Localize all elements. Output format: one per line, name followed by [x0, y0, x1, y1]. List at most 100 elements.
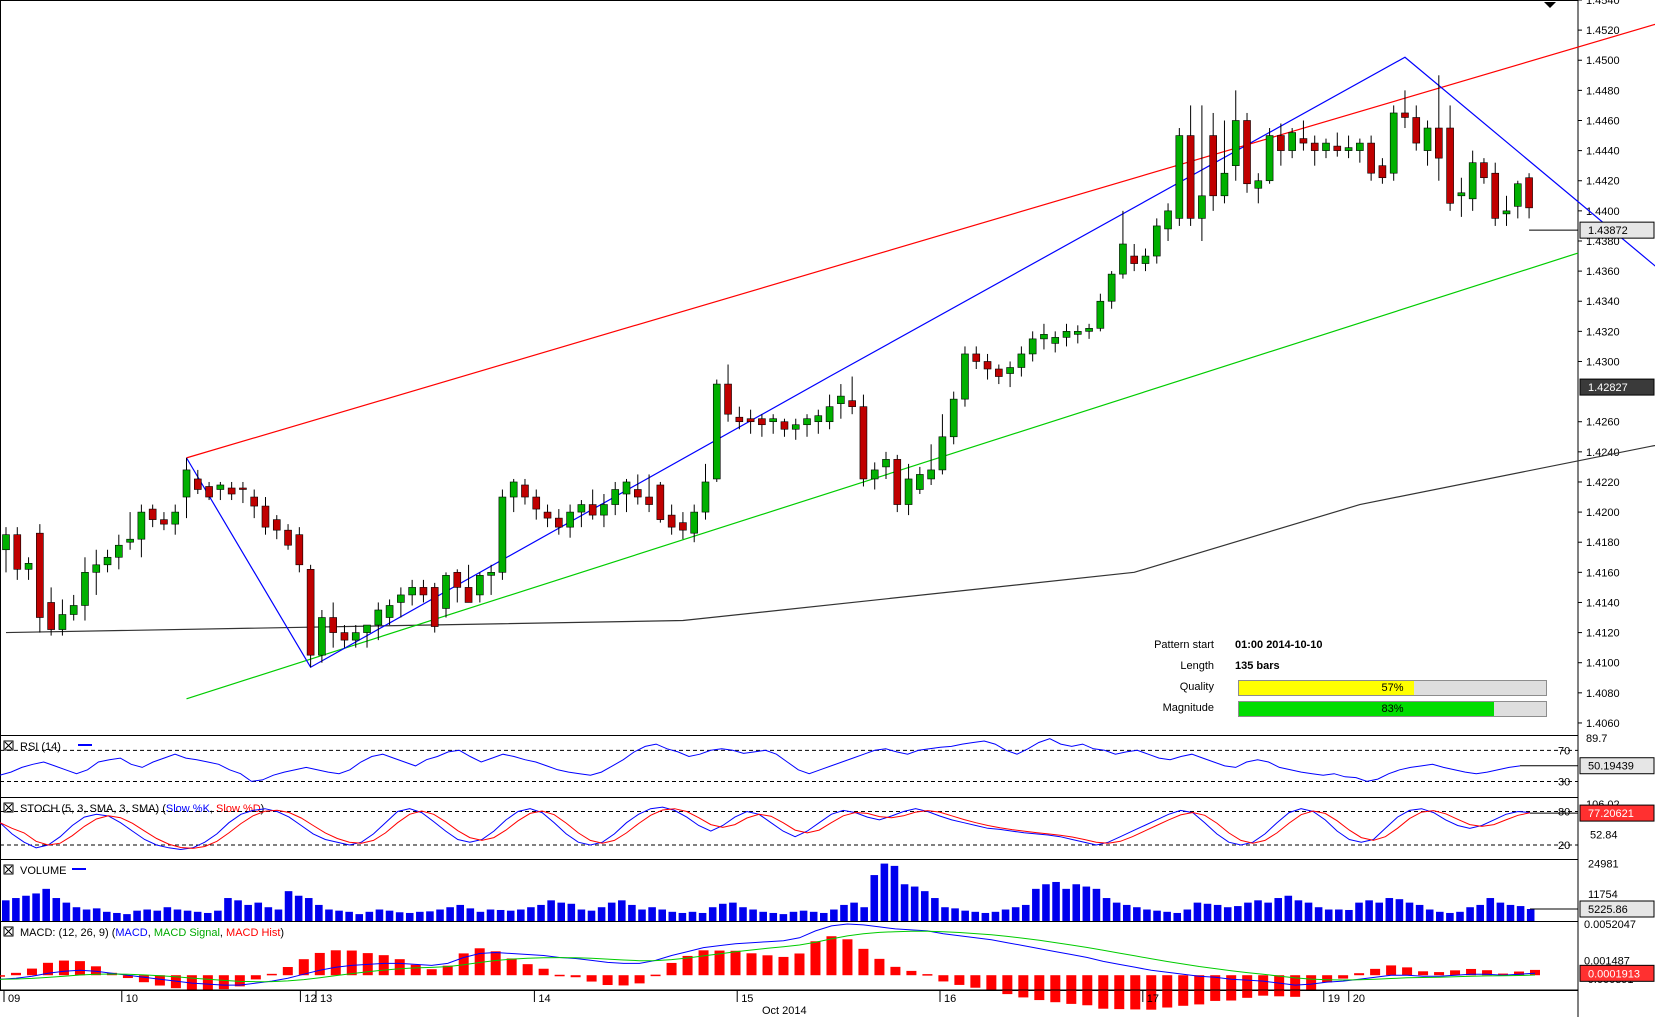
candle: [814, 409, 823, 434]
candle-body: [904, 478, 913, 505]
candle: [442, 572, 450, 618]
magnitude-bar-fill: [1239, 702, 1494, 716]
volume-bar: [1112, 902, 1121, 921]
candle-body: [611, 489, 620, 505]
volume-bar: [1365, 900, 1373, 921]
zigzag-line: [185, 56, 1655, 669]
volume-bar: [1062, 888, 1070, 921]
volume-bar: [1314, 907, 1323, 921]
candle-body: [306, 569, 315, 656]
volume-bar: [375, 909, 384, 921]
macd-hist-bar: [954, 975, 965, 985]
price-tick-label-3: 1.4480: [1586, 85, 1620, 97]
candle: [205, 481, 213, 501]
volume-bar: [385, 910, 394, 921]
candle: [340, 625, 349, 648]
candle: [250, 489, 259, 519]
volume-bar: [1052, 881, 1060, 921]
volume-bar: [567, 903, 576, 921]
candle-body: [295, 534, 304, 566]
main-plot-border: [0, 0, 1579, 736]
candle-body: [103, 556, 112, 566]
candle: [1152, 218, 1161, 264]
volume-bar: [1264, 902, 1272, 921]
current-price-box: [1579, 221, 1655, 239]
candle: [1412, 105, 1421, 151]
pattern-start-label: Pattern start: [1154, 639, 1214, 651]
candle: [272, 515, 281, 540]
price-tick-label-2: 1.4500: [1586, 55, 1620, 67]
candle: [351, 625, 360, 648]
volume-bar: [1032, 888, 1040, 921]
macd-hist-bar: [58, 960, 69, 976]
candle-body: [1096, 300, 1105, 329]
candle: [543, 504, 552, 528]
candle-body: [645, 496, 653, 505]
candle-body: [1378, 165, 1387, 179]
volume-bar: [1294, 900, 1303, 921]
candle-body: [1051, 337, 1060, 344]
volume-bar: [264, 907, 273, 921]
candle: [1356, 138, 1364, 163]
candle: [1389, 105, 1398, 181]
volume-bar: [153, 910, 162, 921]
macd-line: [0, 923, 1536, 986]
volume-bar: [1456, 911, 1464, 921]
volume-bar: [82, 909, 91, 921]
candle: [171, 504, 180, 535]
candle: [882, 451, 890, 479]
candle-body: [961, 353, 969, 400]
stoch-value-label-box: [1579, 804, 1655, 822]
volume-bar: [688, 911, 697, 921]
macd-signal-line: [0, 930, 1536, 983]
candle-body: [476, 575, 484, 596]
magnitude-label: Magnitude: [1162, 702, 1214, 714]
volume-bar: [1193, 902, 1202, 921]
candle: [1333, 132, 1342, 157]
volume-bar: [284, 891, 293, 921]
volume-bar: [436, 909, 444, 921]
macd-hist-bar: [426, 969, 437, 976]
x-axis-label-9: 20: [1353, 993, 1365, 1005]
magnitude-percent: 83%: [1381, 703, 1404, 715]
candle-body: [47, 602, 55, 630]
current-price-label: 1.43872: [1588, 225, 1628, 237]
candle-body: [2, 534, 10, 551]
candle: [837, 384, 845, 419]
macd-hist-bar: [1002, 975, 1013, 995]
candle: [938, 414, 947, 475]
volume-bar: [759, 911, 767, 921]
price-tick-label-4: 1.4460: [1586, 115, 1620, 127]
volume-bar: [1244, 902, 1252, 921]
volume-bar: [1173, 912, 1182, 921]
macd-hist-bar: [394, 959, 405, 976]
price-tick-label-10: 1.4340: [1586, 296, 1620, 308]
candle: [374, 602, 383, 641]
volume-bar: [931, 898, 939, 921]
candle: [1073, 325, 1082, 344]
candle-body: [600, 504, 608, 516]
x-axis-label-7: 17: [1147, 993, 1159, 1005]
macd-hist-bar: [1274, 975, 1285, 997]
candle-body: [160, 519, 168, 525]
candle: [1265, 128, 1274, 184]
price-tick-label-17: 1.4180: [1586, 537, 1620, 549]
volume-bar: [426, 911, 434, 921]
candle: [904, 463, 913, 516]
volume-bar: [1042, 884, 1050, 921]
price-tick-label-19: 1.4140: [1586, 597, 1620, 609]
volume-bar: [42, 888, 50, 921]
rsi-title: RSI (14): [20, 741, 61, 753]
volume-bar: [123, 914, 131, 921]
macd-hist-bar: [1338, 975, 1349, 979]
volume-bar: [466, 908, 475, 921]
volume-bar: [274, 909, 283, 921]
candle-body: [216, 484, 225, 490]
candle-body: [1254, 180, 1263, 189]
candle: [746, 409, 755, 434]
candle-body: [690, 511, 699, 534]
x-axis-label-6: 16: [944, 993, 956, 1005]
candle-body: [397, 594, 405, 603]
macd-hist-bar: [1322, 975, 1333, 983]
candle: [1435, 75, 1443, 181]
